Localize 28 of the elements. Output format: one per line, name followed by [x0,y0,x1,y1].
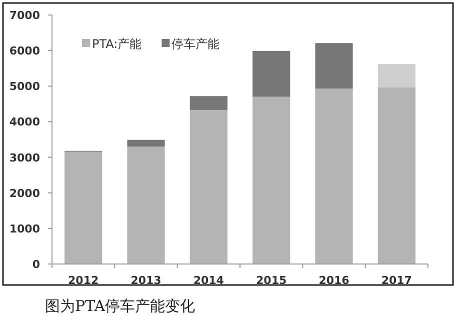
x-tick-label: 2017 [381,274,412,287]
legend-label: 停车产能 [172,37,220,51]
bar [378,64,416,88]
bar [315,88,353,264]
x-tick-label: 2016 [318,274,350,287]
y-tick-label: 4000 [9,116,40,129]
y-tick-label: 0 [32,258,40,271]
legend-label: PTA:产能 [92,37,142,51]
x-tick-label: 2012 [68,274,99,287]
y-tick-label: 3000 [9,151,40,164]
x-tick-label: 2013 [130,274,162,287]
bar [252,50,290,97]
y-tick-label: 7000 [9,9,40,22]
y-tick-label: 5000 [9,80,40,94]
x-tick-label: 2015 [256,274,287,287]
bar [127,146,165,264]
x-tick-label: 2014 [193,274,224,287]
y-tick-label: 6000 [9,44,40,58]
bar [190,96,228,110]
bar [127,140,165,147]
text: 图为PTA停车产能变化 [45,297,196,315]
y-tick-label: 2000 [9,186,40,200]
bar [378,87,416,264]
bar [190,110,228,264]
bar [315,43,353,89]
bar [64,152,102,264]
bar [252,96,290,264]
y-tick-label: 1000 [9,222,40,236]
